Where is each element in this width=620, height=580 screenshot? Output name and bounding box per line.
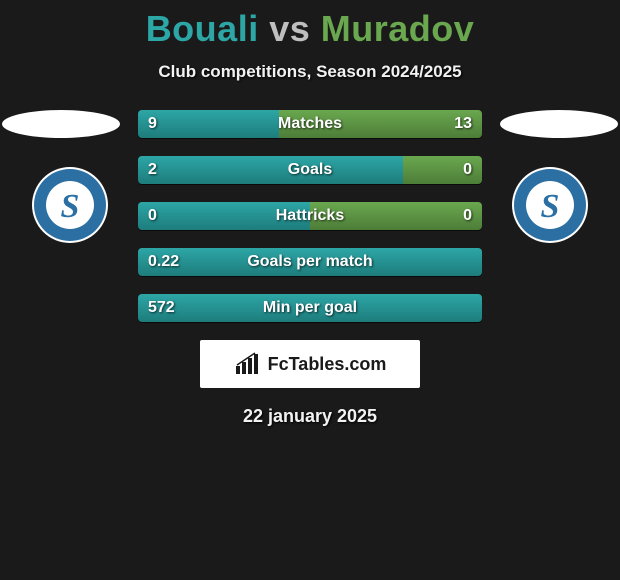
vs-text: vs xyxy=(269,8,310,49)
comparison-bars: Matches913Goals20Hattricks00Goals per ma… xyxy=(138,110,482,322)
stat-row: Goals2 0 xyxy=(138,156,482,184)
stat-value-right: 13 xyxy=(454,110,472,138)
stat-label: Matches xyxy=(138,110,482,138)
player2-placeholder-oval xyxy=(500,110,618,138)
club-badge-icon: S xyxy=(30,165,110,245)
stat-row: Min per goal572 xyxy=(138,294,482,322)
stat-value-left: 0 xyxy=(148,202,157,230)
stat-label: Goals xyxy=(138,156,482,184)
stat-value-left: 9 xyxy=(148,110,157,138)
comparison-infographic: Bouali vs Muradov Club competitions, Sea… xyxy=(0,0,620,580)
svg-text:S: S xyxy=(541,188,560,225)
stat-value-right: 0 xyxy=(463,202,472,230)
stat-value-right: 0 xyxy=(463,156,472,184)
player1-placeholder-oval xyxy=(2,110,120,138)
chart-icon xyxy=(234,352,262,376)
date: 22 january 2025 xyxy=(0,406,620,427)
stat-label: Min per goal xyxy=(138,294,482,322)
stat-value-left: 0.22 xyxy=(148,248,179,276)
club-badge-icon: S xyxy=(510,165,590,245)
brand-text: FcTables.com xyxy=(268,354,387,375)
player2-name: Muradov xyxy=(321,8,475,49)
stat-label: Hattricks xyxy=(138,202,482,230)
player1-club-badge: S xyxy=(30,165,110,245)
stat-row: Goals per match0.22 xyxy=(138,248,482,276)
stat-row: Matches9 13 xyxy=(138,110,482,138)
stat-label: Goals per match xyxy=(138,248,482,276)
brand-box: FcTables.com xyxy=(200,340,420,388)
stat-row: Hattricks0 0 xyxy=(138,202,482,230)
stat-value-left: 2 xyxy=(148,156,157,184)
player2-club-badge: S xyxy=(510,165,590,245)
content: S S Matches913Goals20Hattricks00Goals pe… xyxy=(0,110,620,427)
svg-text:S: S xyxy=(61,188,80,225)
player1-name: Bouali xyxy=(146,8,259,49)
stat-value-left: 572 xyxy=(148,294,175,322)
page-title: Bouali vs Muradov xyxy=(0,0,620,50)
subtitle: Club competitions, Season 2024/2025 xyxy=(0,62,620,82)
